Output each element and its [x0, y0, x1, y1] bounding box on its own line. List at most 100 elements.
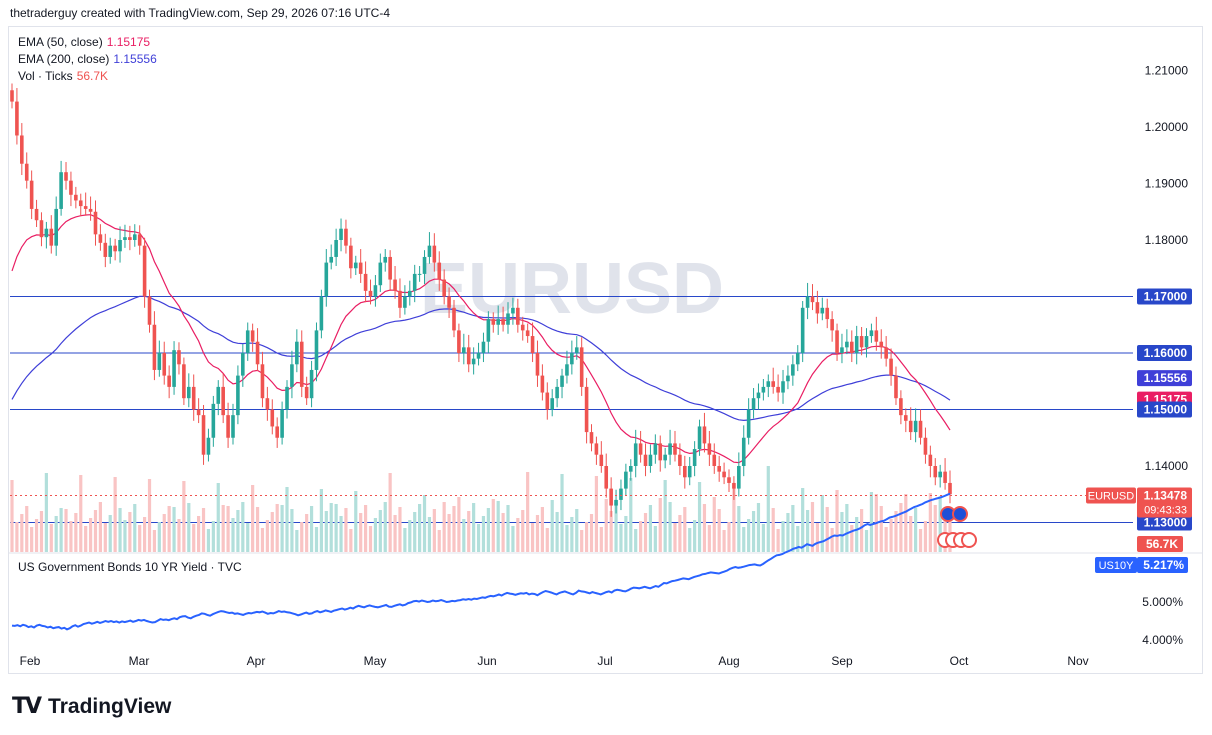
volume-bar: [138, 525, 142, 552]
candle-body: [152, 324, 157, 370]
volume-bar: [162, 514, 166, 552]
candle-body: [501, 319, 505, 325]
candle-body: [383, 256, 388, 263]
volume-bar: [349, 529, 353, 552]
volume-bar: [928, 493, 932, 552]
candle-body: [511, 307, 515, 314]
candle-body: [771, 381, 776, 387]
candle-body: [255, 341, 260, 365]
candle-body: [167, 375, 171, 387]
candle-body: [417, 273, 422, 275]
candle-body: [177, 350, 181, 365]
volume-bar: [781, 521, 785, 552]
volume-bar: [177, 519, 181, 552]
volume-bar: [359, 513, 363, 552]
volume-bar: [201, 508, 206, 552]
volume-bar: [717, 509, 721, 552]
volume-bar: [747, 519, 751, 552]
legend-ema200[interactable]: EMA (200, close) 1.15556: [18, 51, 157, 68]
volume-bar: [319, 489, 323, 552]
candle-body: [781, 381, 785, 393]
volume-bar: [290, 509, 294, 552]
volume-bar: [113, 477, 117, 552]
volume-bar: [403, 528, 407, 552]
volume-bar: [388, 473, 392, 552]
candle-body: [540, 375, 545, 393]
volume-bar: [93, 510, 98, 552]
candle-body: [83, 206, 88, 209]
lower-pane-legend[interactable]: US Government Bonds 10 YR Yield · TVC: [18, 559, 242, 576]
candle-body: [766, 381, 771, 387]
volume-bar: [697, 482, 702, 552]
candle-body: [236, 375, 240, 416]
volume-bar: [447, 514, 451, 552]
candle-body: [142, 245, 147, 297]
volume-bar: [255, 507, 260, 552]
volume-bar: [609, 511, 613, 552]
volume-bar: [152, 530, 157, 552]
candle-body: [565, 364, 569, 376]
volume-bar: [25, 506, 29, 552]
candle-body: [476, 353, 481, 359]
volume-bar: [187, 503, 191, 552]
volume-bar: [850, 525, 854, 552]
candle-body: [452, 307, 456, 331]
candle-body: [594, 443, 599, 455]
candle-body: [904, 415, 908, 421]
price-axis-tick: 1.18000: [1145, 233, 1189, 247]
legend-volume[interactable]: Vol · Ticks 56.7K: [18, 68, 157, 85]
price-badge-0: 1.17000: [1144, 290, 1188, 304]
volume-bar: [251, 485, 255, 552]
candle-body: [560, 375, 564, 387]
volume-bar: [398, 507, 402, 552]
volume-bar: [565, 525, 569, 552]
tradingview-brand[interactable]: TV TradingView: [12, 694, 171, 719]
volume-bar: [373, 518, 378, 552]
volume-bar: [712, 497, 716, 552]
event-flag-icon: [952, 506, 968, 522]
volume-bar: [270, 512, 274, 552]
volume-bar: [69, 521, 73, 552]
volume-bar: [314, 527, 319, 552]
candle-body: [648, 454, 653, 466]
candle-body: [604, 466, 609, 489]
candle-body: [486, 319, 491, 342]
volume-bar: [79, 475, 83, 552]
candle-body: [678, 454, 682, 466]
last-price-countdown: 09:43:33: [1144, 504, 1187, 516]
candle-body: [182, 364, 186, 399]
candle-body: [683, 466, 687, 478]
volume-bar: [619, 524, 623, 552]
volume-bar: [64, 509, 68, 552]
volume-bar: [472, 503, 476, 552]
candle-body: [530, 336, 535, 353]
volume-bar: [133, 504, 137, 552]
volume-bar: [236, 510, 240, 552]
candle-body: [172, 350, 176, 387]
volume-bar: [688, 528, 692, 552]
candle-body: [805, 296, 810, 308]
event-flag-icon: [961, 532, 977, 548]
candle-body: [741, 437, 746, 466]
candle-body: [908, 420, 913, 433]
volume-bar: [467, 511, 471, 552]
candle-body: [938, 471, 942, 478]
volume-bar: [363, 505, 368, 552]
candle-body: [619, 488, 623, 500]
volume-bar: [192, 524, 196, 552]
time-axis-label-jun: Jun: [477, 654, 496, 668]
volume-bar: [241, 502, 245, 552]
candle-body: [427, 245, 432, 257]
price-axis-tick: 1.21000: [1145, 64, 1189, 78]
volume-bar: [457, 497, 461, 552]
time-axis-label-aug: Aug: [718, 654, 739, 668]
volume-bar: [526, 472, 530, 552]
volume-bar: [673, 523, 677, 552]
volume-bar: [658, 498, 662, 552]
candle-body: [88, 208, 93, 212]
volume-bar: [231, 518, 235, 552]
candle-body: [913, 420, 918, 433]
legend-ema50[interactable]: EMA (50, close) 1.15175: [18, 34, 157, 51]
volume-bar: [643, 513, 648, 552]
